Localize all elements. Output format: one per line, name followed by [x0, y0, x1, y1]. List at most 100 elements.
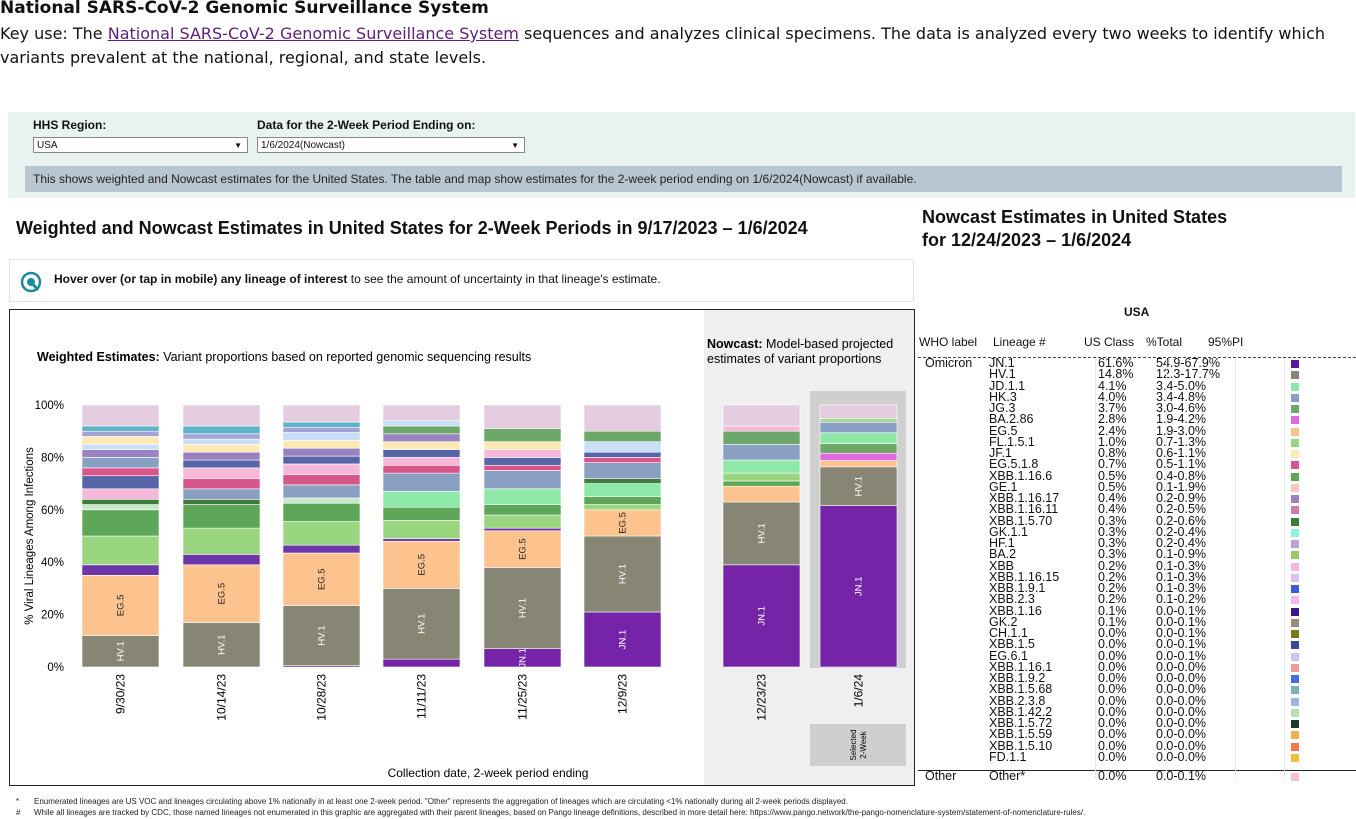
table-who-label: Other — [925, 769, 957, 783]
segment-label: HV.1 — [116, 641, 127, 661]
weighted-estimates-title: Weighted Estimates: Variant proportions … — [37, 350, 531, 364]
segment-label: HV.1 — [618, 564, 629, 584]
bar-segment-ba-2-86 — [483, 449, 562, 458]
bar-segment-hk-3 — [182, 488, 261, 500]
bar-segment-jn-1 — [819, 505, 898, 668]
segment-label: HV.1 — [854, 476, 865, 496]
bar-segment-jd-1-1 — [722, 459, 801, 474]
bar-segment-jg-3 — [819, 443, 898, 454]
table-header-divider — [918, 357, 1356, 358]
bar-segment-xbb-1-16-17 — [182, 451, 261, 461]
chevron-down-icon: ▼ — [234, 141, 242, 150]
nowcast-title: Nowcast: Model-based projected — [707, 337, 893, 351]
table-lineage: FD.1.1 — [989, 749, 1027, 764]
bar-segment-jd-1-1 — [583, 441, 662, 453]
table-pct-total: 0.3% — [1098, 547, 1127, 562]
bar-segment-xbb-1-16-6 — [81, 509, 160, 537]
table-pct-total: 0.2% — [1098, 581, 1127, 595]
key-use-text: Key use: The National SARS-CoV-2 Genomic… — [0, 22, 1356, 70]
bar-segment-hk-3 — [382, 472, 461, 492]
table-pct-total: 0.0% — [1098, 659, 1127, 674]
bar-segment-fl-1-5-1 — [382, 519, 461, 539]
bar-segment-hv-1 — [583, 535, 662, 613]
table-pct-total: 0.5% — [1098, 468, 1127, 483]
table-pct-total: 4.1% — [1098, 378, 1127, 393]
table-color-swatch — [1291, 618, 1299, 627]
table-pct-total: 0.0% — [1098, 769, 1127, 783]
table-lineage: GE.1 — [989, 479, 1018, 494]
x-tick-label: 10/28/23 — [315, 674, 329, 721]
y-tick-label: 20% — [41, 610, 64, 622]
table-color-swatch — [1291, 742, 1299, 751]
bar-segment-eg-5-1-8 — [382, 464, 461, 474]
bar-segment-hv-1 — [282, 605, 361, 666]
table-color-swatch — [1291, 663, 1299, 672]
bar-segment-jd-1-1 — [819, 432, 898, 444]
table-lineage: HK.3 — [989, 389, 1017, 404]
table-color-swatch — [1291, 708, 1299, 717]
bar-segment-ba-2-86 — [182, 467, 261, 479]
bar-segment-hk-3 — [819, 421, 898, 434]
nowcast-title-line2: for 12/24/2023 – 1/6/2024 — [922, 230, 1132, 250]
bar-segment-eg-5-1-8 — [81, 467, 160, 477]
table-pi: 0.2-0.5% — [1156, 502, 1207, 517]
table-color-swatch — [1291, 641, 1299, 650]
x-axis-label: Collection date, 2-week period ending — [388, 766, 589, 780]
bar-segment-ba-2-86 — [81, 488, 160, 500]
table-pi: 0.1-0.2% — [1156, 592, 1207, 607]
bar-segment-fl-1-5-1 — [722, 472, 801, 482]
table-pct-total: 0.1% — [1098, 614, 1127, 629]
table-color-swatch — [1291, 731, 1299, 740]
table-column-rule — [1166, 358, 1167, 778]
table-color-swatch — [1291, 461, 1299, 470]
bar-segment-ba-2-86 — [282, 463, 361, 475]
bar-segment-xbb-1-5-70 — [382, 425, 461, 435]
bar-segment-other — [282, 404, 361, 423]
table-color-swatch — [1291, 607, 1299, 616]
table-color-swatch — [1291, 596, 1299, 605]
table-pct-total: 0.0% — [1098, 648, 1127, 663]
bar-segment-xbb-1-16-6 — [583, 496, 662, 505]
segment-label: EG.5 — [518, 538, 529, 560]
bar-segment-xbb-1-16-17 — [81, 449, 160, 458]
table-color-swatch — [1291, 585, 1299, 593]
table-pct-total: 1.0% — [1098, 434, 1127, 449]
table-lineage: XBB.1.16.1 — [989, 659, 1053, 674]
bar-segment-hk-3 — [483, 470, 562, 490]
table-pi: 0.2-0.4% — [1156, 524, 1207, 539]
table-who-label: Omicron — [925, 356, 973, 370]
table-lineage: GK.2 — [989, 614, 1018, 629]
bar-segment-xbb — [182, 425, 261, 435]
segment-label: EG.5 — [217, 583, 228, 605]
table-column-header: WHO label — [919, 335, 978, 349]
table-lineage: XBB.1.16.11 — [989, 502, 1059, 517]
bar-segment-xbb-1-16-6 — [722, 480, 801, 487]
region-select[interactable]: USA ▼ — [33, 137, 248, 153]
table-lineage: FL.1.5.1 — [989, 434, 1035, 449]
bar-segment-other — [819, 404, 898, 419]
table-pct-total: 0.2% — [1098, 592, 1127, 607]
chart-container: Selected2-Week Weighted Estimates: Varian… — [9, 309, 915, 786]
segment-label: EG.5 — [317, 568, 328, 590]
segment-label: HV.1 — [518, 598, 529, 618]
surveillance-system-link[interactable]: National SARS-CoV-2 Genomic Surveillance… — [107, 24, 519, 43]
table-lineage: BA.2 — [989, 547, 1017, 562]
table-pct-total: 0.0% — [1098, 671, 1127, 685]
footnotes: * Enumerated lineages are US VOC and line… — [16, 796, 1085, 818]
table-color-swatch — [1291, 630, 1299, 638]
table-color-swatch — [1291, 573, 1299, 582]
table-lineage: XBB.2.3 — [989, 592, 1035, 607]
segment-label: JN.1 — [518, 648, 529, 668]
bar-12/23/23: JN.1 HV.1 12/23/23 — [722, 404, 801, 721]
y-tick-label: 80% — [41, 452, 64, 464]
bar-segment-xbb-1-5 — [483, 457, 562, 466]
period-select[interactable]: 1/6/2024(Nowcast) ▼ — [257, 137, 525, 153]
bar-segment-ba-2-86 — [382, 457, 461, 466]
bar-segment-hk-3 — [81, 457, 160, 469]
bar-segment-gk-1-1 — [382, 491, 461, 508]
bar-segment-hv-1 — [819, 466, 898, 506]
table-lineage: XBB.1.5.68 — [989, 682, 1053, 697]
region-select-value: USA — [37, 140, 58, 151]
table-color-swatch — [1291, 773, 1299, 781]
bar-segment-xbb-1-16-6 — [182, 504, 261, 529]
